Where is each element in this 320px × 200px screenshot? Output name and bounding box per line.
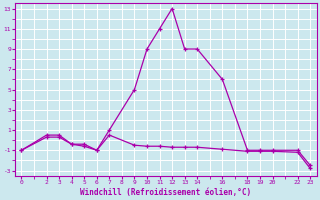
X-axis label: Windchill (Refroidissement éolien,°C): Windchill (Refroidissement éolien,°C)	[80, 188, 252, 197]
